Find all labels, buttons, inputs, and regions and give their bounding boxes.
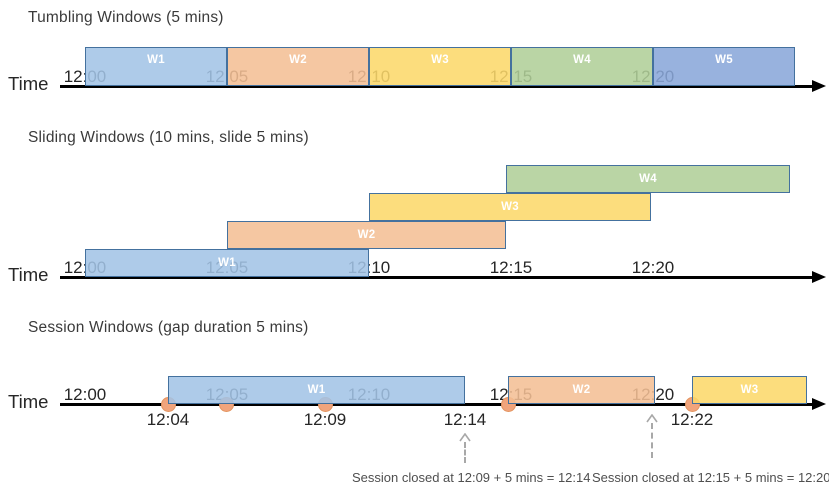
sliding-window-w2: W2 <box>227 221 506 249</box>
session-window-w2-label: W2 <box>572 384 591 396</box>
sliding-axis-line <box>60 276 813 279</box>
session-window-w2: W2 <box>508 376 655 404</box>
tumbling-window-w5-label: W5 <box>715 54 733 66</box>
tumbling-window-w2: W2 <box>227 47 369 86</box>
session-annotation-1: Session closed at 12:09 + 5 mins = 12:14 <box>352 470 591 485</box>
session-axis-line <box>60 403 813 406</box>
tumbling-window-w5: W5 <box>653 47 795 86</box>
tumbling-window-w2-label: W2 <box>289 54 307 66</box>
sliding-window-w1-label: W1 <box>218 257 236 269</box>
session-tick: 12:00 <box>63 385 107 404</box>
tumbling-title: Tumbling Windows (5 mins) <box>28 9 224 26</box>
session-close-time-label: 12:14 <box>443 410 487 429</box>
sliding-tick: 12:20 <box>631 258 675 277</box>
sliding-axis-arrowhead-icon <box>812 271 826 283</box>
sliding-time-label: Time <box>8 264 49 285</box>
annotation-arrow-dash <box>464 442 466 463</box>
sliding-window-w2-label: W2 <box>357 229 376 241</box>
session-window-w1: W1 <box>168 376 465 404</box>
session-time-label: Time <box>8 391 49 412</box>
tumbling-window-w1-label: W1 <box>147 54 165 66</box>
tumbling-axis-line <box>60 85 813 88</box>
sliding-window-w4: W4 <box>506 165 790 193</box>
sliding-title: Sliding Windows (10 mins, slide 5 mins) <box>28 129 309 146</box>
sliding-window-w3-label: W3 <box>501 201 519 213</box>
tumbling-window-w3: W3 <box>369 47 511 86</box>
tumbling-window-w4: W4 <box>511 47 653 86</box>
annotation-arrow-up-icon <box>646 414 658 423</box>
annotation-arrow-dash <box>651 423 653 458</box>
sliding-window-w1: W1 <box>85 249 369 277</box>
sliding-window-w3: W3 <box>369 193 651 221</box>
session-title: Session Windows (gap duration 5 mins) <box>28 319 309 336</box>
session-window-w1-label: W1 <box>307 384 326 396</box>
sliding-tick: 12:15 <box>489 258 533 277</box>
session-window-w3-label: W3 <box>740 384 759 396</box>
tumbling-window-w4-label: W4 <box>573 54 591 66</box>
tumbling-window-w1: W1 <box>85 47 227 86</box>
tumbling-axis-arrowhead-icon <box>812 80 826 92</box>
sliding-window-w4-label: W4 <box>639 173 657 185</box>
session-event-time-label: 12:22 <box>670 410 714 429</box>
tumbling-time-label: Time <box>8 73 49 94</box>
session-event-time-label: 12:04 <box>146 410 190 429</box>
session-window-w3: W3 <box>692 376 807 404</box>
session-event-time-label: 12:09 <box>303 410 347 429</box>
session-axis-arrowhead-icon <box>812 398 826 410</box>
tumbling-window-w3-label: W3 <box>431 54 449 66</box>
annotation-arrow-up-icon <box>459 433 471 442</box>
session-annotation-2: Session closed at 12:15 + 5 mins = 12:20 <box>592 470 829 485</box>
